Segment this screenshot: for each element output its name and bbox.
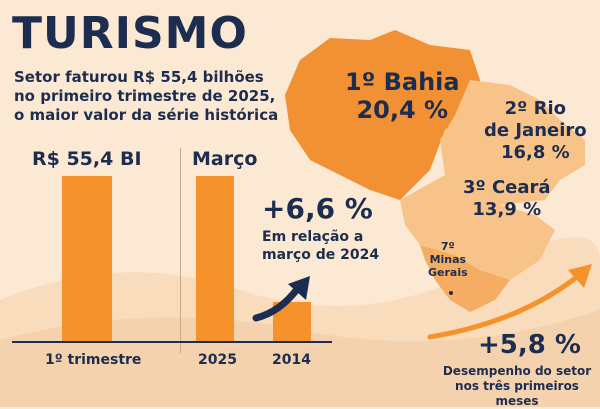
state-rank: 1º Bahia xyxy=(345,68,460,96)
state-rank-line2: Minas xyxy=(429,253,467,266)
state-value: 20,4 % xyxy=(356,96,449,124)
note-line: nos três primeiros meses xyxy=(455,379,579,408)
growth-arrow-icon xyxy=(252,276,310,322)
subtitle-line: no primeiro trimestre de 2025, xyxy=(14,87,276,105)
map-central-region xyxy=(400,175,555,280)
state-value: 16,8 % xyxy=(500,142,570,163)
bar-1-trimestre xyxy=(62,176,112,341)
note-line: Em relação a xyxy=(262,229,364,245)
state-label-ceara: 3º Ceará 13,9 % xyxy=(463,177,551,221)
march-heading: Março xyxy=(192,148,258,170)
note-line: março de 2024 xyxy=(262,247,380,263)
march-change: +6,6 % xyxy=(262,192,373,225)
minas-dot xyxy=(449,291,453,295)
page-title: TURISMO xyxy=(12,8,248,59)
state-label-rio: 2º Rio de Janeiro 16,8 % xyxy=(484,98,587,164)
map-south-region xyxy=(420,245,510,312)
state-rank: 7º xyxy=(440,240,455,253)
state-rank-line3: Gerais xyxy=(428,266,468,279)
panel-separator xyxy=(180,148,181,353)
subtitle-line: o maior valor da série histórica xyxy=(14,106,279,124)
quarter-change: +5,8 % xyxy=(478,330,581,360)
march-note: Em relação a março de 2024 xyxy=(262,228,379,264)
map-north-region xyxy=(285,30,480,200)
category-label: 2025 xyxy=(198,352,237,368)
bar-value-label: R$ 55,4 BI xyxy=(32,148,142,170)
state-rank: 3º Ceará xyxy=(463,177,551,198)
note-line: Desempenho do setor xyxy=(442,364,592,378)
state-rank: 2º Rio xyxy=(504,98,566,119)
bar-2025 xyxy=(196,176,234,341)
trend-arrow-icon xyxy=(427,264,592,340)
category-label: 2014 xyxy=(272,352,311,368)
subtitle-line: Setor faturou R$ 55,4 bilhões xyxy=(14,68,264,86)
subtitle: Setor faturou R$ 55,4 bilhões no primeir… xyxy=(14,68,284,125)
state-label-bahia: 1º Bahia 20,4 % xyxy=(345,68,460,124)
quarter-note: Desempenho do setor nos três primeiros m… xyxy=(436,364,598,409)
state-rank-line2: de Janeiro xyxy=(484,120,587,141)
state-label-minas: 7º Minas Gerais xyxy=(428,240,468,279)
map-northeast-region xyxy=(440,80,585,205)
state-value: 13,9 % xyxy=(472,199,542,220)
category-label: 1º trimestre xyxy=(45,352,142,368)
chart-baseline xyxy=(12,341,332,343)
